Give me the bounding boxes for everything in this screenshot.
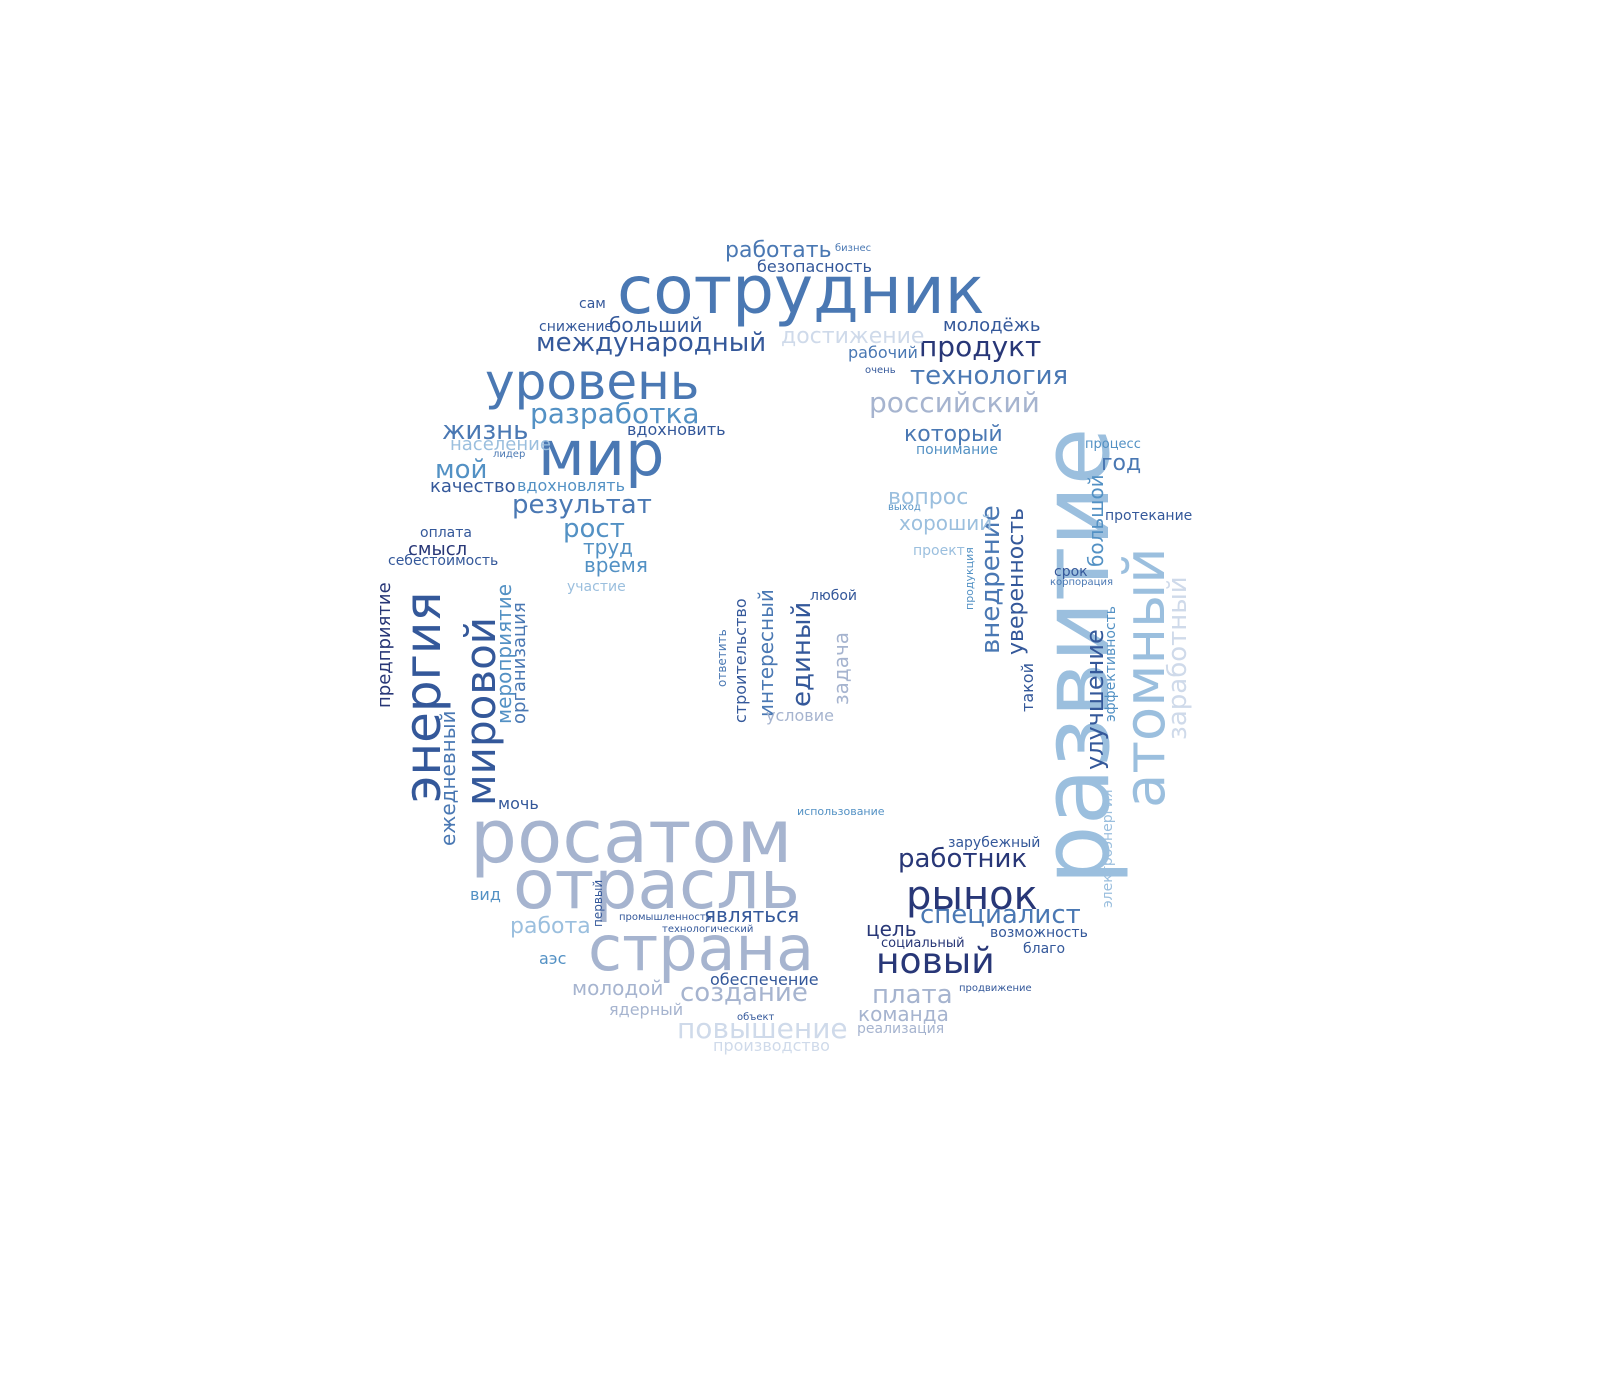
cloud-word: молодой bbox=[572, 976, 664, 1000]
cloud-word: снижение bbox=[539, 319, 614, 335]
cloud-word: такой bbox=[1018, 663, 1037, 712]
cloud-word: смысл bbox=[408, 539, 468, 560]
cloud-word: продукт bbox=[919, 330, 1042, 363]
cloud-word: понимание bbox=[916, 442, 998, 458]
cloud-word: качество bbox=[430, 476, 516, 497]
cloud-word: молодёжь bbox=[943, 315, 1041, 336]
cloud-word: очень bbox=[865, 365, 896, 376]
cloud-word: выход bbox=[888, 502, 921, 513]
cloud-word: работа bbox=[510, 914, 591, 939]
cloud-word: рост bbox=[563, 514, 625, 544]
cloud-word: строительство bbox=[731, 598, 750, 723]
cloud-word: реализация bbox=[857, 1021, 945, 1037]
cloud-word: вопрос bbox=[888, 485, 969, 510]
cloud-word: плата bbox=[872, 980, 953, 1010]
cloud-word: страна bbox=[588, 912, 815, 985]
cloud-word: условие bbox=[766, 706, 834, 725]
cloud-word: повышение bbox=[677, 1012, 848, 1045]
cloud-word: специалист bbox=[920, 900, 1081, 930]
cloud-word: производство bbox=[713, 1036, 830, 1055]
cloud-word: ответить bbox=[715, 629, 729, 687]
cloud-word: являться bbox=[704, 903, 800, 927]
cloud-word: который bbox=[904, 422, 1003, 447]
cloud-word: мочь bbox=[498, 794, 539, 813]
cloud-word: ядерный bbox=[609, 1000, 684, 1019]
cloud-word: хороший bbox=[899, 511, 993, 535]
cloud-word: задача bbox=[829, 631, 853, 705]
cloud-word: новый bbox=[876, 941, 995, 982]
cloud-word: цель bbox=[866, 917, 917, 941]
cloud-word: первый bbox=[591, 879, 605, 927]
cloud-word: возможность bbox=[990, 925, 1088, 941]
cloud-word: себестоимость bbox=[388, 553, 499, 569]
cloud-word: предприятие bbox=[374, 582, 395, 708]
cloud-word: лидер bbox=[493, 449, 526, 460]
cloud-word: процесс bbox=[1085, 437, 1141, 452]
cloud-word: зарубежный bbox=[948, 835, 1041, 851]
cloud-word: эффективность bbox=[1103, 605, 1119, 722]
cloud-word: любой bbox=[810, 588, 858, 604]
cloud-word: организация bbox=[509, 602, 530, 724]
cloud-word: достижение bbox=[781, 324, 925, 349]
cloud-word: электроэнергия bbox=[1100, 789, 1116, 908]
cloud-word: ежедневный bbox=[436, 710, 460, 847]
cloud-word: команда bbox=[858, 1002, 949, 1026]
cloud-word: разработка bbox=[530, 397, 700, 430]
cloud-word: отрасль bbox=[513, 846, 800, 925]
cloud-word: сам bbox=[579, 296, 606, 312]
cloud-word: мой bbox=[435, 455, 488, 485]
cloud-word: промышленность bbox=[619, 912, 712, 923]
cloud-word: создание bbox=[680, 978, 808, 1008]
cloud-word: корпорация bbox=[1050, 577, 1113, 588]
cloud-word: технологический bbox=[662, 924, 754, 935]
cloud-word: уровень bbox=[485, 353, 700, 411]
cloud-word: технология bbox=[910, 361, 1069, 391]
cloud-word: безопасность bbox=[757, 257, 872, 276]
cloud-word: большой bbox=[1084, 474, 1108, 567]
cloud-word: мир bbox=[538, 417, 665, 490]
cloud-word: росатом bbox=[470, 794, 793, 880]
cloud-word: сотрудник bbox=[617, 252, 985, 329]
cloud-word: объект bbox=[737, 1012, 775, 1023]
cloud-word: использование bbox=[797, 805, 885, 818]
cloud-word: работник bbox=[898, 844, 1028, 874]
cloud-word: социальный bbox=[881, 936, 965, 951]
cloud-word: время bbox=[584, 553, 648, 577]
cloud-word: труд bbox=[583, 535, 634, 559]
cloud-word: срок bbox=[1054, 564, 1088, 580]
cloud-word: население bbox=[450, 434, 551, 455]
cloud-word: рабочий bbox=[848, 343, 918, 362]
cloud-word: уверенность bbox=[1004, 507, 1029, 655]
cloud-word: проект bbox=[913, 543, 965, 559]
cloud-word: бизнес bbox=[835, 243, 872, 254]
cloud-word: оплата bbox=[420, 525, 472, 541]
cloud-word: протекание bbox=[1105, 508, 1193, 524]
cloud-word: заработный bbox=[1163, 576, 1193, 740]
cloud-word: год bbox=[1101, 451, 1142, 476]
cloud-word: работать bbox=[725, 238, 832, 263]
cloud-word: участие bbox=[567, 579, 626, 595]
cloud-word: продукция bbox=[963, 547, 976, 610]
cloud-word: обеспечение bbox=[710, 970, 819, 989]
cloud-word: российский bbox=[869, 386, 1040, 419]
cloud-word: продвижение bbox=[959, 983, 1032, 994]
cloud-word: больший bbox=[609, 313, 703, 337]
cloud-word: вид bbox=[470, 885, 501, 904]
cloud-word: аэс bbox=[539, 949, 567, 968]
cloud-word: рынок bbox=[906, 873, 1038, 919]
cloud-word: международный bbox=[536, 328, 767, 358]
cloud-word: благо bbox=[1023, 941, 1066, 957]
cloud-word: результат bbox=[512, 490, 652, 520]
cloud-word: интересный bbox=[754, 589, 778, 717]
cloud-word: единый bbox=[787, 601, 817, 707]
cloud-word: вдохновлять bbox=[517, 476, 626, 495]
cloud-word: вдохновить bbox=[627, 420, 726, 439]
cloud-word: жизнь bbox=[442, 416, 529, 446]
